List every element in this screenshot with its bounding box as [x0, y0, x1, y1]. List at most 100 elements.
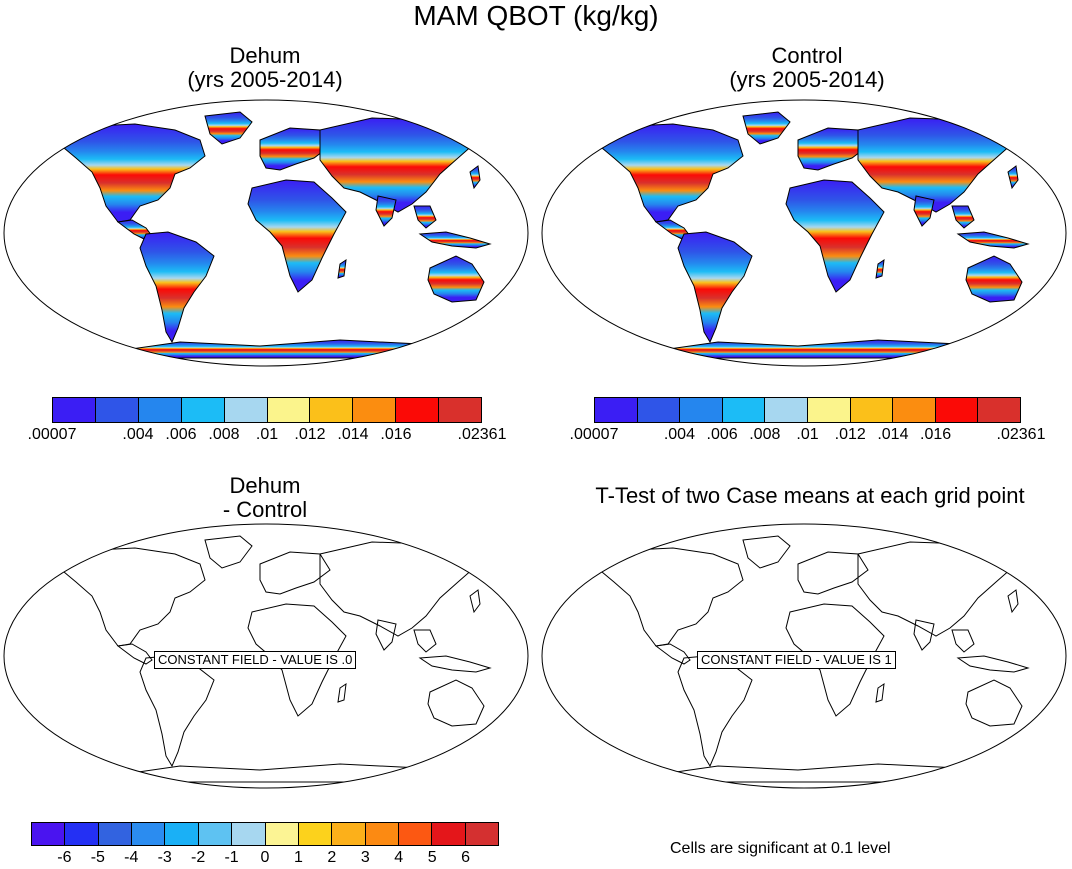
- coastline-camerica: [654, 643, 691, 665]
- significance-note: Cells are significant at 0.1 level: [670, 840, 891, 857]
- colorbar-box: [132, 823, 166, 845]
- colorbar-tick-label: .008: [208, 426, 240, 443]
- coastline-madagascar: [337, 682, 347, 703]
- colorbar-tick-label: .014: [877, 426, 909, 443]
- colorbar-tick-label: .014: [337, 426, 369, 443]
- colorbar-control: [594, 397, 1021, 423]
- colorbar-box: [65, 823, 99, 845]
- coastline-camerica: [116, 643, 153, 665]
- colorbar-tick-label: 1: [293, 849, 303, 866]
- land-indonesia: [956, 231, 1030, 249]
- colorbar-box: [138, 398, 182, 422]
- colorbar-tick-label: 3: [360, 849, 370, 866]
- land-japan: [1007, 165, 1019, 190]
- colorbar-box: [398, 823, 433, 845]
- land-seasia: [413, 205, 437, 229]
- colorbar-tick-label: -1: [224, 849, 239, 866]
- coastline-madagascar: [875, 682, 885, 703]
- colorbar-box: [265, 823, 299, 845]
- colorbar-box: [765, 398, 808, 422]
- coastline-asia: [319, 541, 475, 637]
- land-namerica: [601, 123, 744, 223]
- constant-field-label-difference: CONSTANT FIELD - VALUE IS .0: [154, 651, 357, 669]
- colorbar-tick-label: 4: [394, 849, 404, 866]
- coastline-australia: [965, 679, 1023, 727]
- land-antarctica: [109, 339, 440, 359]
- panel-title-control: Control (yrs 2005-2014): [617, 44, 997, 92]
- colorbar-tick-label: .02361: [457, 426, 507, 443]
- colorbar-box: [224, 398, 268, 422]
- colorbar-tick-label: .006: [165, 426, 197, 443]
- colorbar-tick-label: .012: [294, 426, 326, 443]
- colorbar-box: [978, 398, 1020, 422]
- panel-title-line2: (yrs 2005-2014): [729, 67, 885, 92]
- coastline-samerica: [139, 655, 215, 768]
- colorbar-box: [439, 398, 482, 422]
- coastline-seasia: [951, 629, 975, 653]
- colorbar-tick-label: -2: [191, 849, 206, 866]
- colorbar-tick-label: .012: [834, 426, 866, 443]
- coastline-africa: [247, 603, 347, 717]
- colorbar-box: [198, 823, 233, 845]
- coastline-seasia: [413, 629, 437, 653]
- colorbar-tick-label: .016: [380, 426, 412, 443]
- panel-title-line1: Dehum: [229, 473, 301, 498]
- colorbar-tick-label: .02361: [996, 426, 1046, 443]
- map-control: [541, 99, 1067, 367]
- land-greenland: [742, 111, 791, 145]
- coastline-india: [375, 619, 397, 651]
- colorbar-tick-label: .004: [663, 426, 695, 443]
- colorbar-box: [432, 823, 466, 845]
- coastline-japan: [469, 589, 481, 614]
- land-namerica: [63, 123, 206, 223]
- colorbar-box: [95, 398, 139, 422]
- land-antarctica: [647, 339, 978, 359]
- colorbar-box: [332, 823, 366, 845]
- map-border: [3, 99, 529, 367]
- map-difference: [3, 523, 529, 789]
- land-africa: [247, 179, 347, 293]
- colorbar-box: [165, 823, 199, 845]
- land-europe: [259, 127, 331, 171]
- panel-title-line2: - Control: [222, 497, 308, 522]
- colorbar-box: [637, 398, 681, 422]
- colorbar-tick-label: -6: [57, 849, 72, 866]
- colorbar-box: [181, 398, 225, 422]
- coastline-indonesia: [956, 655, 1030, 673]
- coastline-africa: [785, 603, 885, 717]
- coastline-australia: [427, 679, 485, 727]
- colorbar-box: [680, 398, 723, 422]
- colorbar-tick-label: .008: [749, 426, 781, 443]
- land-greenland: [204, 111, 253, 145]
- colorbar-box: [935, 398, 979, 422]
- panel-title-line1: Control: [771, 43, 843, 68]
- figure-title: MAM QBOT (kg/kg): [413, 0, 659, 31]
- colorbar-tick-label: 6: [461, 849, 471, 866]
- land-asia: [857, 117, 1013, 213]
- coastline-greenland: [204, 535, 253, 569]
- colorbar-box: [465, 823, 499, 845]
- colorbar-tick-label: -5: [90, 849, 105, 866]
- land-samerica: [139, 231, 215, 344]
- map-border: [3, 523, 529, 789]
- colorbar-dehum: [52, 397, 482, 423]
- land-india: [375, 195, 397, 227]
- colorbar-box: [232, 823, 266, 845]
- coastline-greenland: [742, 535, 791, 569]
- panel-title-line1: T-Test of two Case means at each grid po…: [595, 483, 1025, 508]
- colorbar-tick-label: 5: [427, 849, 437, 866]
- panel-title-difference: Dehum - Control: [75, 474, 455, 522]
- panel-title-line2: (yrs 2005-2014): [187, 67, 343, 92]
- colorbar-tick-label: -4: [124, 849, 139, 866]
- colorbar-box: [722, 398, 766, 422]
- land-indonesia: [418, 231, 492, 249]
- colorbar-difference: [31, 822, 499, 846]
- coastline-namerica: [63, 547, 206, 647]
- map-border: [541, 99, 1067, 367]
- coastline-asia: [857, 541, 1013, 637]
- colorbar-tick-label: 0: [260, 849, 270, 866]
- colorbar-tick-label: .004: [122, 426, 154, 443]
- colorbar-tick-label: .00007: [569, 426, 619, 443]
- map-ttest: [541, 523, 1067, 789]
- colorbar-box: [807, 398, 851, 422]
